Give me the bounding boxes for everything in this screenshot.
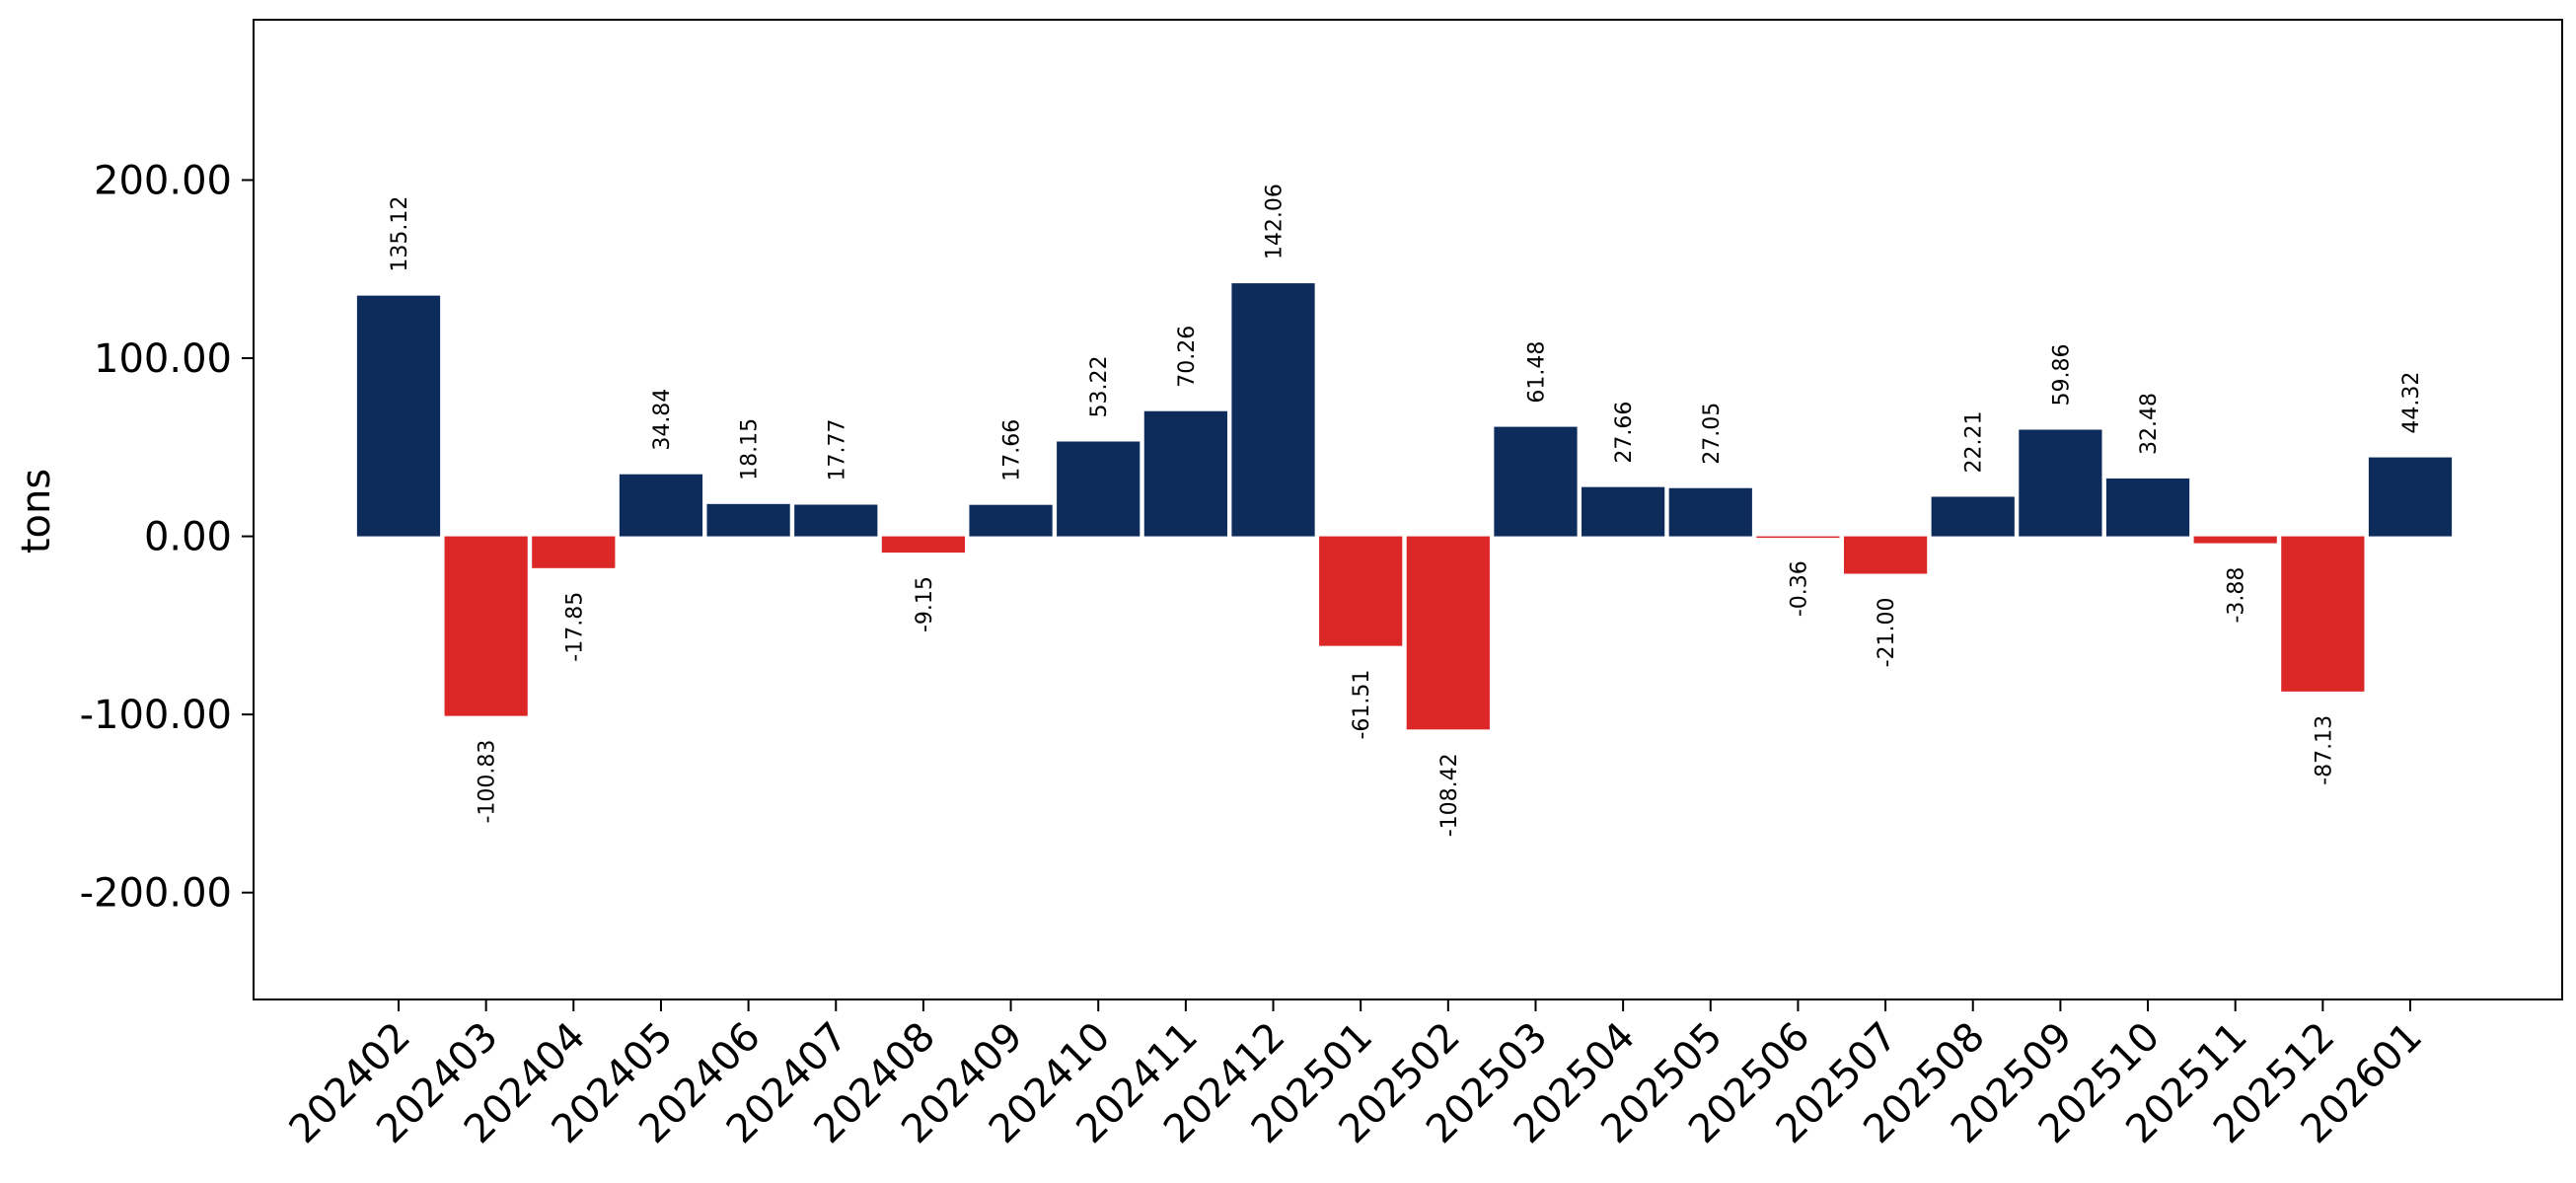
- value-label-202506: -0.36: [1787, 560, 1811, 617]
- value-label-202511: -3.88: [2225, 567, 2249, 624]
- value-label-202508: 22.21: [1962, 410, 1987, 473]
- value-label-202512: -87.13: [2312, 715, 2336, 785]
- value-label-202402: 135.12: [388, 196, 412, 272]
- bar-202503: [1494, 426, 1578, 537]
- value-label-202411: 70.26: [1175, 326, 1200, 388]
- value-label-202501: -61.51: [1350, 670, 1374, 740]
- bar-202505: [1668, 487, 1752, 537]
- bar-202408: [881, 536, 966, 554]
- value-label-202404: -17.85: [562, 592, 587, 662]
- bar-202512: [2281, 536, 2365, 692]
- y-axis: -200.00 -100.00 0.00 100.00 200.00: [80, 158, 254, 917]
- bar-202508: [1931, 496, 2015, 537]
- value-label-202406: 18.15: [738, 418, 763, 481]
- y-tick-label: -100.00: [80, 693, 232, 738]
- value-labels-layer: 135.12 -100.83 -17.85 34.84 18.15 17.77 -9.15 1…: [388, 184, 2424, 837]
- value-label-202502: -108.42: [1437, 753, 1462, 837]
- value-label-202408: -9.15: [913, 576, 937, 632]
- value-label-202405: 34.84: [650, 389, 675, 451]
- bar-202404: [532, 536, 616, 568]
- bar-202506: [1756, 536, 1840, 539]
- bar-202504: [1582, 486, 1665, 537]
- y-tick-label: -200.00: [80, 871, 232, 917]
- bar-202507: [1843, 536, 1928, 574]
- bar-202510: [2105, 478, 2190, 537]
- bar-202601: [2368, 457, 2453, 537]
- value-label-202601: 44.32: [2399, 372, 2424, 434]
- bar-202405: [619, 474, 703, 537]
- bar-202502: [1406, 536, 1490, 730]
- value-label-202510: 32.48: [2137, 393, 2162, 455]
- bar-202411: [1143, 410, 1227, 537]
- y-tick-label: 100.00: [94, 336, 232, 382]
- value-label-202504: 27.66: [1612, 402, 1637, 464]
- value-label-202410: 53.22: [1087, 356, 1112, 418]
- y-axis-label: tons: [14, 469, 59, 554]
- bar-202403: [444, 536, 528, 716]
- bar-202407: [794, 504, 878, 537]
- value-label-202509: 59.86: [2049, 344, 2074, 407]
- x-axis: 2024022024032024042024052024062024072024…: [281, 999, 2431, 1152]
- bar-202406: [706, 503, 790, 537]
- bar-202410: [1057, 441, 1141, 537]
- value-label-202407: 17.77: [825, 419, 849, 481]
- bar-202501: [1319, 536, 1403, 646]
- bar-202402: [356, 295, 441, 537]
- bar-202409: [969, 504, 1053, 537]
- bars-layer: [356, 283, 2453, 730]
- plot-frame: [253, 19, 2563, 1000]
- value-label-202412: 142.06: [1263, 184, 1288, 259]
- value-label-202505: 27.05: [1700, 403, 1725, 465]
- y-tick-label: 200.00: [94, 158, 232, 203]
- value-label-202409: 17.66: [1000, 419, 1025, 481]
- bar-202509: [2019, 429, 2102, 537]
- y-tick-label: 0.00: [144, 515, 232, 560]
- bar-202412: [1231, 283, 1315, 537]
- bar-202511: [2193, 536, 2277, 544]
- value-label-202507: -21.00: [1875, 597, 1899, 667]
- value-label-202403: -100.83: [476, 740, 500, 824]
- value-label-202503: 61.48: [1524, 341, 1549, 404]
